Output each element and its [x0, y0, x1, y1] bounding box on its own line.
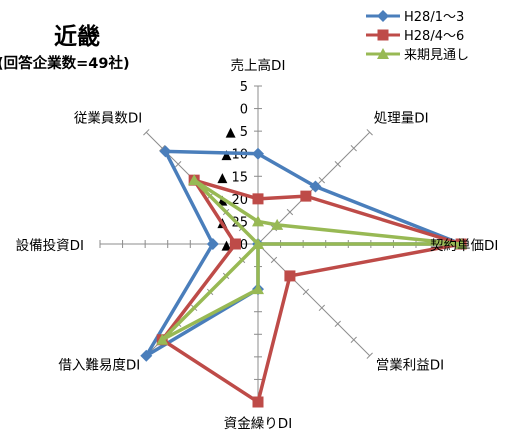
axis-tick [159, 145, 166, 152]
radial-tick-label: ▲ 15 [217, 170, 248, 185]
axis-label: 営業利益DI [376, 358, 444, 374]
data-point [271, 218, 284, 230]
axis-label: 設備投資DI [16, 238, 84, 254]
data-point [252, 283, 264, 295]
axis-label: 資金繰りDI [224, 416, 292, 432]
radial-tick-labels: 50▲ 5▲10▲ 15▲ 20▲ 25▲30 [217, 80, 248, 253]
data-point [159, 145, 172, 158]
data-point [252, 193, 264, 205]
axis-tick [143, 129, 150, 136]
legend-label: 来期見通し [404, 48, 469, 63]
axis-tick [270, 256, 278, 264]
data-point [300, 190, 312, 202]
data-point [252, 147, 264, 160]
chart-title: 近畿 [54, 24, 100, 50]
data-point [377, 29, 389, 41]
radial-tick-label: ▲ 20 [217, 193, 248, 208]
axis-spoke [257, 243, 371, 357]
axis-tick [318, 304, 326, 312]
radial-tick-label: 5 [240, 80, 248, 95]
axis-label: 従業員数DI [74, 110, 142, 126]
radial-tick-label: 0 [240, 103, 248, 118]
axis-label: 契約単価DI [430, 238, 498, 254]
axis-tick [334, 320, 341, 327]
chart-subtitle: (回答企業数=49社) [0, 54, 130, 72]
axis-label: 借入難易度DI [58, 358, 140, 374]
axis-labels: 売上高DI 処理量DI 契約単価DI 営業利益DI 資金繰りDI 借入難易度DI 設備投資D… [16, 57, 499, 432]
axis-tick [175, 161, 182, 168]
data-point [252, 238, 264, 249]
data-point [252, 215, 264, 227]
axis-tick [350, 145, 357, 152]
radial-tick-label: ▲10 [221, 148, 248, 163]
legend-label: H28/4〜6 [404, 29, 464, 44]
data-point [140, 349, 153, 362]
axis-tick [302, 288, 310, 296]
data-point [188, 174, 201, 186]
data-point [156, 333, 169, 345]
axis-label: 売上高DI [231, 57, 286, 74]
data-point [206, 238, 219, 250]
legend: H28/1〜3 H28/4〜6 来期見通し [366, 10, 469, 63]
axis-tick [334, 161, 341, 168]
data-point [284, 270, 296, 282]
legend-label: H28/1〜3 [404, 10, 464, 25]
axis-tick [366, 352, 373, 359]
data-point [455, 238, 468, 249]
series-line [160, 178, 463, 342]
axis-tick [366, 129, 373, 136]
data-point [229, 238, 241, 250]
axis-label: 処理量DI [374, 110, 429, 126]
data-point [377, 48, 389, 59]
axis-tick [350, 336, 357, 343]
data-point [252, 396, 264, 408]
data-point [309, 180, 322, 193]
axis-tick [318, 176, 326, 184]
data-point [377, 10, 389, 22]
series-layer [140, 145, 468, 408]
radial-tick-label: ▲ 5 [226, 125, 248, 140]
axis-tick [286, 208, 294, 216]
